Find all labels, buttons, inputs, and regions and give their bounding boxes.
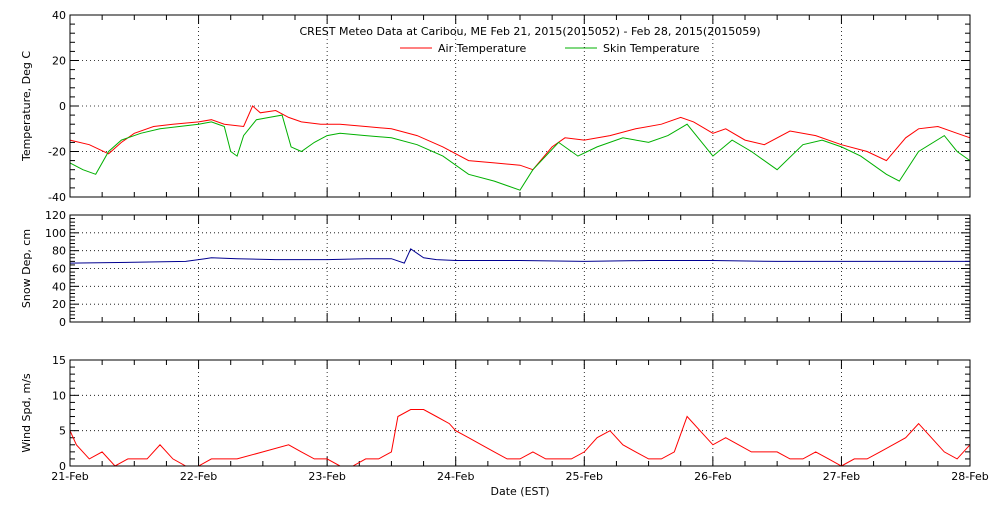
y-tick-label: 40	[52, 9, 66, 22]
x-tick-label: 23-Feb	[308, 470, 345, 483]
y-tick-label: 0	[59, 460, 66, 473]
series-line-0-0	[69, 105, 971, 171]
y-tick-label: 15	[52, 354, 66, 367]
legend: Air Temperature Skin Temperature	[400, 42, 700, 55]
x-tick-label: 27-Feb	[823, 470, 860, 483]
series-line-0-1	[69, 114, 971, 191]
chart-panels: -40 -20 0 20 40 Temperature, Deg C 0 20 40 60 80 10…	[20, 9, 971, 473]
x-tick-label: 22-Feb	[180, 470, 217, 483]
y-tick-label: 80	[52, 245, 66, 258]
x-tick-label: 28-Feb	[951, 470, 988, 483]
x-tick-label: 24-Feb	[437, 470, 474, 483]
x-tick-label: 25-Feb	[566, 470, 603, 483]
legend-label: Skin Temperature	[603, 42, 700, 55]
y-axis-label: Wind Spd, m/s	[20, 373, 33, 453]
y-tick-label: 10	[52, 389, 66, 402]
x-tick-label: 21-Feb	[51, 470, 88, 483]
series-line-2-0	[69, 409, 971, 467]
x-tick-label: 26-Feb	[694, 470, 731, 483]
y-tick-label: 5	[59, 425, 66, 438]
chart-title: CREST Meteo Data at Caribou, ME Feb 21, …	[300, 25, 761, 38]
y-axis-label: Snow Dep, cm	[20, 229, 33, 308]
y-tick-label: -20	[48, 146, 66, 159]
y-tick-label: 60	[52, 263, 66, 276]
y-tick-label: 0	[59, 316, 66, 329]
plot-frame	[69, 214, 971, 323]
plot-frame	[69, 359, 971, 467]
y-tick-label: 100	[45, 227, 66, 240]
y-tick-label: -40	[48, 191, 66, 204]
x-axis: 21-Feb 22-Feb 23-Feb 24-Feb 25-Feb 26-Feb 27-F…	[51, 470, 988, 483]
y-tick-label: 40	[52, 280, 66, 293]
panel-0: -40 -20 0 20 40 Temperature, Deg C	[20, 9, 971, 204]
panel-1: 0 20 40 60 80 100 120 Snow Dep, cm	[20, 209, 971, 329]
legend-label: Air Temperature	[438, 42, 527, 55]
y-tick-label: 20	[52, 55, 66, 68]
y-tick-label: 120	[45, 209, 66, 222]
x-axis-label: Date (EST)	[490, 485, 549, 498]
plot-frame	[69, 14, 971, 198]
y-axis-label: Temperature, Deg C	[20, 51, 33, 162]
series-line-1-0	[69, 248, 970, 264]
y-tick-label: 0	[59, 100, 66, 113]
panel-2: 0 5 10 15 Wind Spd, m/s	[20, 354, 971, 473]
y-tick-label: 20	[52, 298, 66, 311]
